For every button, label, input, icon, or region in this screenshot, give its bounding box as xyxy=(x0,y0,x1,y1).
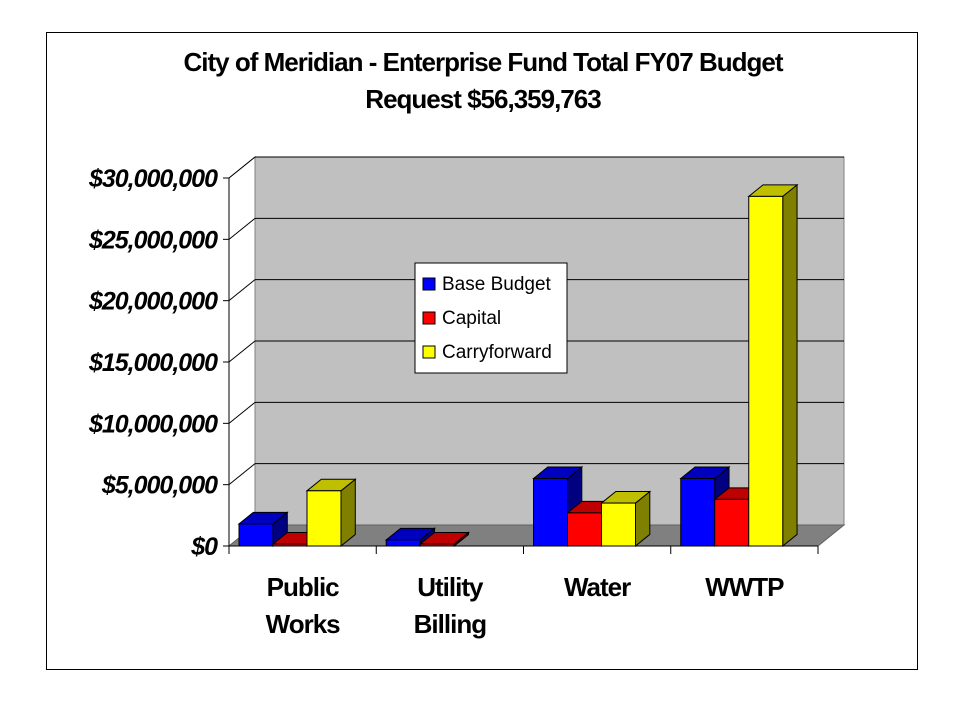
y-tick-label: $10,000,000 xyxy=(88,410,218,438)
gridline-side xyxy=(228,401,256,424)
bar-front xyxy=(238,523,274,547)
bar-carryforward-2 xyxy=(600,490,652,548)
bars xyxy=(237,183,799,548)
chart-title: City of Meridian - Enterprise Fund Total… xyxy=(183,47,784,114)
y-axis: $0 $5,000,000 $10,000,000 $15,000,000 $20,00… xyxy=(88,165,230,561)
legend-swatch xyxy=(422,277,436,291)
chart-frame: City of Meridian - Enterprise Fund Total… xyxy=(46,32,918,670)
x-category-label: WWTP xyxy=(705,572,784,602)
legend-label: Base Budget xyxy=(442,274,552,295)
x-category-label: Works xyxy=(266,609,341,639)
chart-canvas: City of Meridian - Enterprise Fund Total… xyxy=(88,47,846,639)
x-axis: Public Works Utility Billing Water WWTP xyxy=(228,545,819,639)
gridline-side xyxy=(228,340,256,363)
legend-label: Carryforward xyxy=(442,342,552,363)
gridline-side xyxy=(228,217,256,240)
legend-swatch xyxy=(422,311,436,325)
bar-front xyxy=(385,539,421,547)
bar-front xyxy=(533,478,568,547)
bar-side xyxy=(782,183,798,548)
bar-carryforward-3 xyxy=(747,183,799,548)
chart-title-line-1: City of Meridian - Enterprise Fund Total… xyxy=(183,47,783,77)
y-tick-label: $20,000,000 xyxy=(88,288,218,316)
x-category-label: Utility xyxy=(417,572,484,602)
x-category-label: Water xyxy=(564,572,631,602)
bar-front xyxy=(306,490,342,547)
bar-front xyxy=(601,502,636,547)
y-tick-label: $0 xyxy=(190,533,218,561)
bar-base-budget-0 xyxy=(237,511,289,548)
legend-label: Capital xyxy=(442,308,501,329)
chart-title-line-2: Request $56,359,763 xyxy=(365,84,601,114)
legend-swatch xyxy=(422,345,436,359)
y-tick-label: $30,000,000 xyxy=(88,165,218,193)
y-tick-label: $15,000,000 xyxy=(88,349,218,377)
bar-front xyxy=(748,195,784,547)
legend: Base Budget Capital Carryforward xyxy=(414,262,568,374)
x-category-label: Public xyxy=(267,572,340,602)
bar-front xyxy=(680,478,716,547)
y-tick-label: $25,000,000 xyxy=(88,226,218,254)
bar-front xyxy=(567,512,602,547)
bar-front xyxy=(714,498,750,547)
x-category-label: Billing xyxy=(414,609,487,639)
gridline-side xyxy=(228,279,256,302)
gridline-side xyxy=(228,156,256,179)
bar-carryforward-0 xyxy=(305,478,357,548)
gridline-side xyxy=(228,463,256,486)
y-tick-label: $5,000,000 xyxy=(101,472,218,500)
legend-box xyxy=(414,262,568,374)
